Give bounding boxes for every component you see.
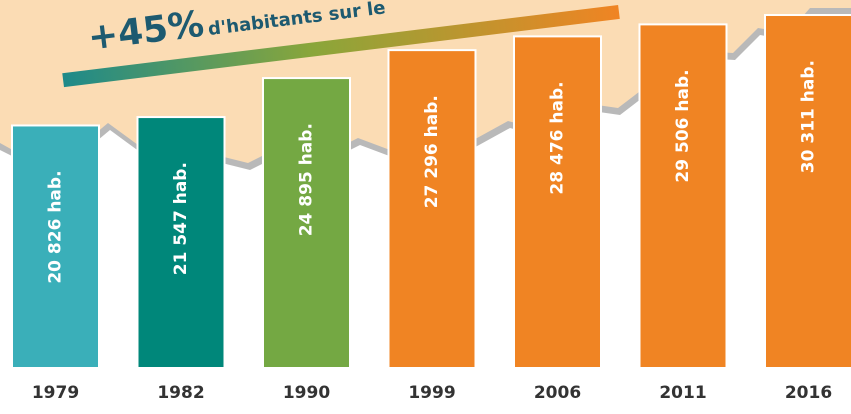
x-tick-label: 2006 xyxy=(534,383,581,403)
x-tick-label: 1982 xyxy=(157,383,204,403)
value-label: 28 476 hab. xyxy=(548,81,568,194)
value-label: 21 547 hab. xyxy=(171,162,191,275)
value-label: 30 311 hab. xyxy=(799,60,819,173)
value-label: 24 895 hab. xyxy=(297,123,317,236)
chart: +45% d'habitants sur le 20 826 hab.19792… xyxy=(0,0,851,414)
value-label: 29 506 hab. xyxy=(673,69,693,182)
x-tick-label: 1979 xyxy=(32,383,79,403)
value-label: 20 826 hab. xyxy=(46,170,66,283)
x-tick-label: 1999 xyxy=(408,383,455,403)
value-label: 27 296 hab. xyxy=(422,95,442,208)
x-tick-label: 2011 xyxy=(659,383,706,403)
x-tick-label: 2016 xyxy=(785,383,832,403)
x-tick-label: 1990 xyxy=(283,383,330,403)
